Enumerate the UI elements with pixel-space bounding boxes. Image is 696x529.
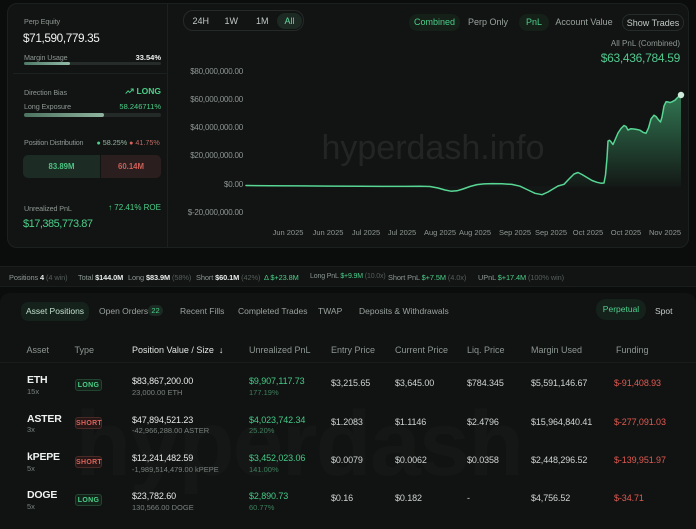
svg-text:hyperdash.info: hyperdash.info: [321, 129, 544, 167]
